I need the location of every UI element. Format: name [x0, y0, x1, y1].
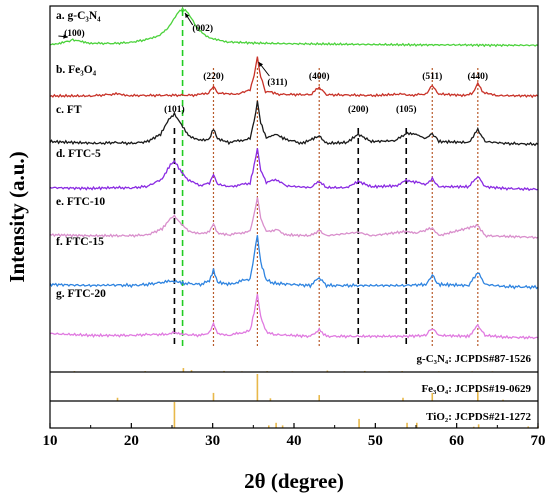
reference-pattern-label: g-C₃N₄: JCPDS#87-1526 [417, 353, 532, 365]
series-line-4 [49, 148, 539, 192]
series-layer: a. g-C₃N₄ (100) (002) b. Fe₃O₄ (220) (311) (40… [49, 6, 539, 340]
x-tick-label: 50 [368, 433, 383, 449]
series-line-6 [49, 235, 539, 290]
peak-label: (311) [267, 77, 287, 88]
series-line-3 [49, 100, 539, 147]
peak-label: (100) [64, 28, 85, 39]
peak-label: (105) [396, 104, 417, 115]
x-tick-label: 60 [449, 433, 464, 449]
series-label-6: f. FTC-15 [56, 236, 104, 248]
peak-label: (220) [203, 71, 224, 82]
peak-label: (511) [422, 71, 442, 82]
x-tick-label: 20 [124, 433, 139, 449]
annotation-arrowhead [63, 34, 68, 39]
series-label-2: b. Fe₃O₄ [56, 64, 97, 76]
annotation-arrowhead [185, 13, 190, 18]
reference-patterns: g-C₃N₄: JCPDS#87-1526 Fe₃O₄: JCPDS#19-062… [73, 353, 539, 428]
reference-pattern-label: TiO₂: JCPDS#21-1272 [426, 411, 531, 423]
peak-label: (400) [309, 71, 330, 82]
peak-label: (440) [468, 71, 489, 82]
series-label-7: g. FTC-20 [56, 288, 106, 300]
series-line-1 [49, 6, 539, 48]
x-tick-label: 70 [531, 433, 546, 449]
x-ticks: 10 20 30 40 50 60 70 [43, 423, 546, 449]
series-label-3: c. FT [56, 104, 82, 116]
series-line-2 [49, 56, 539, 99]
x-tick-label: 10 [43, 433, 58, 449]
series-label-1: a. g-C₃N₄ [56, 10, 101, 22]
reference-lines [173, 10, 479, 346]
series-label-5: e. FTC-10 [56, 196, 105, 208]
y-axis-label: Intensity (a.u.) [5, 151, 29, 282]
series-line-5 [49, 197, 539, 240]
x-tick-label: 30 [205, 433, 220, 449]
peak-label: (002) [192, 23, 213, 34]
peak-label: (101) [164, 104, 185, 115]
reference-pattern-label: Fe₃O₄: JCPDS#19-0629 [421, 383, 531, 395]
series-label-4: d. FTC-5 [56, 148, 101, 160]
annotation-arrowhead [258, 62, 264, 67]
x-axis-label: 2θ (degree) [244, 469, 344, 493]
x-tick-label: 40 [287, 433, 302, 449]
peak-label: (200) [348, 104, 369, 115]
series-line-7 [49, 293, 539, 340]
